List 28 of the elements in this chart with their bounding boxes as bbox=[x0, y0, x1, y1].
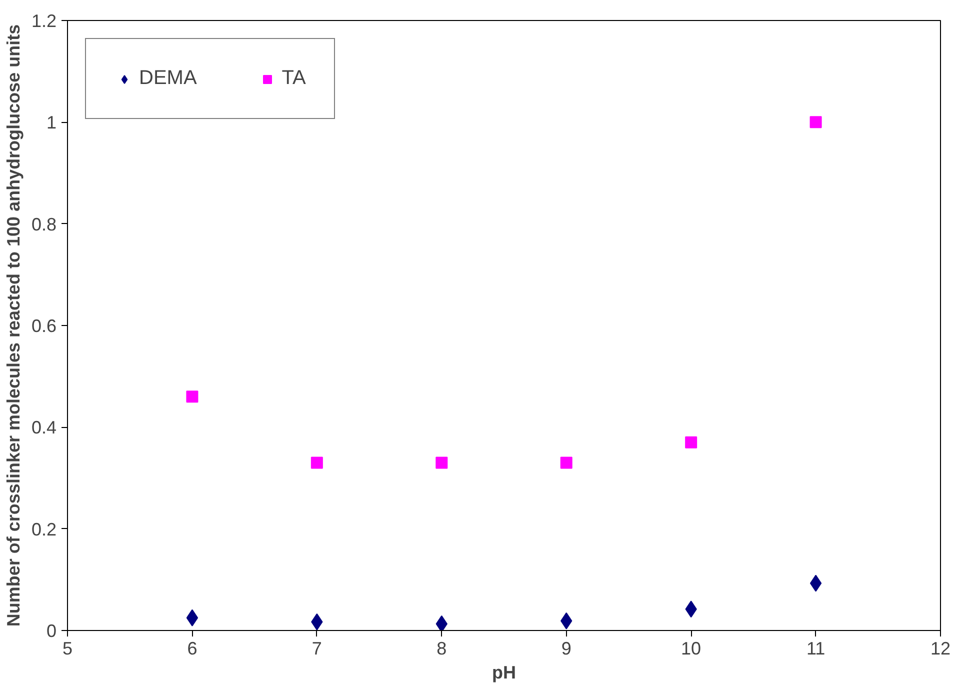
x-tick-label: 6 bbox=[187, 638, 198, 658]
point bbox=[685, 436, 698, 448]
point bbox=[186, 609, 198, 626]
x-tick-label: 10 bbox=[681, 638, 702, 658]
y-axis-title: Number of crosslinker molecules reacted to 100 anhydroglucose units bbox=[3, 24, 24, 627]
x-tick-label: 5 bbox=[62, 638, 73, 658]
legend-label: TA bbox=[282, 67, 306, 90]
y-tick-label: 0.6 bbox=[31, 316, 57, 336]
y-tick-label: 0 bbox=[46, 621, 57, 641]
y-tick-label: 0.2 bbox=[31, 519, 57, 540]
point bbox=[436, 615, 448, 630]
x-axis-title: pH bbox=[492, 662, 516, 682]
point bbox=[186, 390, 198, 403]
legend-label: DEMA bbox=[139, 67, 197, 90]
y-tick-label: 1.2 bbox=[31, 11, 57, 31]
point bbox=[810, 574, 822, 592]
point bbox=[310, 456, 323, 469]
point bbox=[436, 456, 448, 469]
x-tick-label: 12 bbox=[930, 638, 951, 658]
y-tick-label: 1 bbox=[46, 112, 57, 133]
point bbox=[810, 116, 822, 128]
x-tick-label: 7 bbox=[312, 638, 322, 658]
y-tick-label: 0.4 bbox=[31, 418, 57, 438]
x-tick-label: 8 bbox=[436, 638, 447, 658]
x-tick-label: 9 bbox=[561, 638, 572, 658]
y-tick-label: 0.8 bbox=[31, 214, 57, 234]
x-tick-label: 11 bbox=[806, 638, 826, 658]
point bbox=[560, 456, 572, 469]
